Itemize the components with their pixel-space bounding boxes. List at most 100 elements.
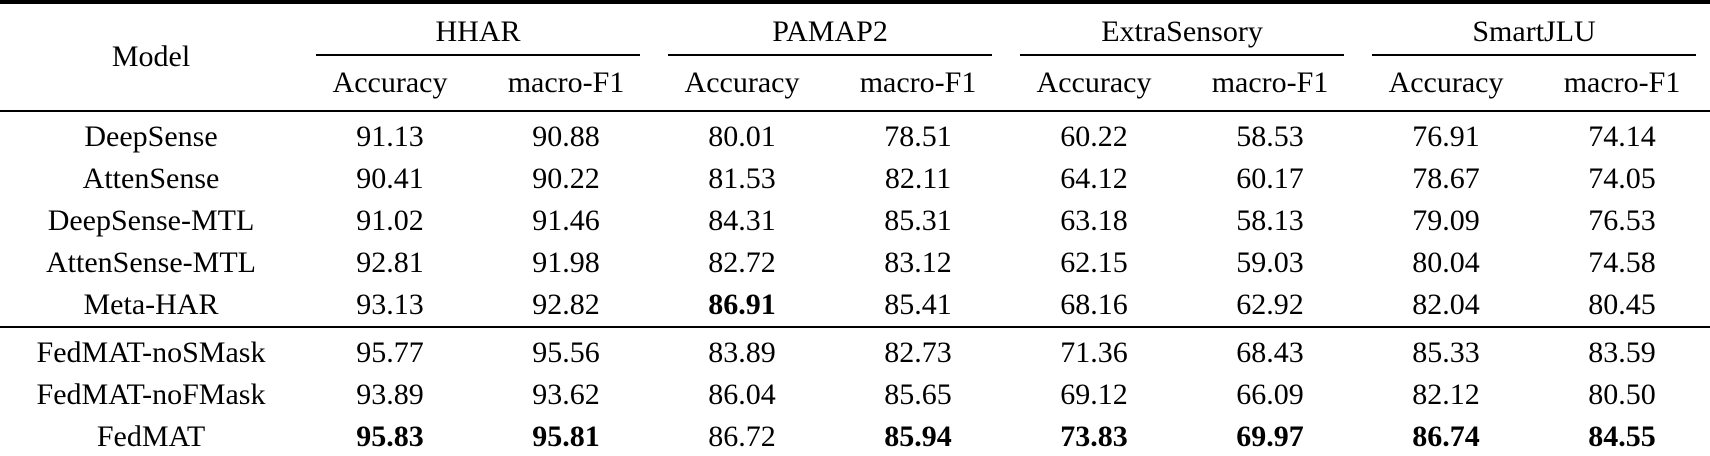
dataset-group-header-smartjlu: SmartJLU — [1358, 2, 1710, 60]
metric-value-cell: 85.65 — [884, 378, 952, 411]
metric-value-cell: 81.53 — [708, 162, 776, 195]
metric-value-cell: 91.98 — [532, 246, 600, 279]
table-row: AttenSense 90.41 90.22 81.53 82.11 64.12 60.17… — [0, 158, 1710, 200]
model-name-cell: FedMAT-noSMask — [36, 336, 266, 369]
metric-value-cell: 58.13 — [1236, 204, 1304, 237]
metric-value-cell: 74.05 — [1588, 162, 1656, 195]
model-name-cell: DeepSense — [84, 120, 218, 153]
model-name-cell: DeepSense-MTL — [47, 204, 255, 237]
metric-value-cell: 82.04 — [1358, 284, 1535, 328]
table-row: FedMAT-noSMask 95.77 95.56 83.89 82.73 71.36 6… — [0, 327, 1710, 374]
table-row: Meta-HAR 93.13 92.82 86.91 85.41 68.16 62.92 82… — [0, 284, 1710, 328]
metric-value-cell: 85.31 — [884, 204, 952, 237]
column-header-hhar-accuracy: Accuracy — [302, 60, 478, 112]
metric-value-cell: 80.01 — [708, 120, 776, 153]
column-header-extrasensory-accuracy: Accuracy — [1006, 60, 1183, 112]
model-name-cell: FedMAT — [96, 420, 206, 453]
model-name-cell: AttenSense — [82, 162, 220, 195]
metric-value-cell: 58.53 — [1236, 120, 1304, 153]
metric-value-cell: 80.04 — [1412, 246, 1480, 279]
column-header-hhar-macro-f1: macro-F1 — [478, 60, 655, 112]
metric-value-cell: 90.22 — [532, 162, 600, 195]
metric-value-cell: 60.22 — [1060, 120, 1128, 153]
metric-value-cell: 64.12 — [1060, 162, 1128, 195]
metric-value-cell: 82.11 — [884, 162, 952, 195]
dataset-group-label: ExtraSensory — [1020, 11, 1345, 56]
model-name-cell: FedMAT-noFMask — [36, 378, 266, 411]
model-name-cell: Meta-HAR — [0, 284, 302, 328]
metric-value-cell: 84.55 — [1588, 420, 1656, 453]
column-header-pamap2-macro-f1: macro-F1 — [830, 60, 1007, 112]
metric-value-cell: 86.74 — [1412, 420, 1480, 453]
metric-value-cell: 91.13 — [356, 120, 424, 153]
metric-value-cell: 93.13 — [302, 284, 478, 328]
dataset-group-row: Model HHAR PAMAP2 ExtraSensory SmartJLU — [0, 2, 1710, 112]
metric-value-cell: 83.12 — [884, 246, 952, 279]
metric-value-cell: 95.56 — [532, 336, 600, 369]
metric-value-cell: 92.82 — [478, 284, 655, 328]
metric-value-cell: 78.51 — [884, 120, 952, 153]
metric-value-cell: 78.67 — [1412, 162, 1480, 195]
model-name-cell: AttenSense-MTL — [46, 246, 256, 279]
metric-value-cell: 85.41 — [830, 284, 1007, 328]
metric-value-cell: 62.92 — [1182, 284, 1359, 328]
column-header-smartjlu-accuracy: Accuracy — [1358, 60, 1535, 112]
table-row: FedMAT-noFMask 93.89 93.62 86.04 85.65 69.12 6… — [0, 374, 1710, 416]
dataset-group-label: HHAR — [316, 11, 641, 56]
metric-value-cell: 92.81 — [356, 246, 424, 279]
dataset-group-header-hhar: HHAR — [302, 2, 654, 60]
metric-value-cell: 68.16 — [1006, 284, 1183, 328]
table-row: DeepSense 91.13 90.88 80.01 78.51 60.22 58.53 7… — [0, 111, 1710, 158]
column-header-extrasensory-macro-f1: macro-F1 — [1182, 60, 1359, 112]
table-row: FedMAT 95.83 95.81 86.72 85.94 73.83 69.97 86.7… — [0, 416, 1710, 456]
metric-header-row: Accuracy macro-F1 Accuracy macro-F1 Accu… — [0, 60, 1710, 112]
column-header-smartjlu-macro-f1: macro-F1 — [1534, 60, 1710, 112]
metric-value-cell: 91.02 — [356, 204, 424, 237]
metric-value-cell: 80.50 — [1588, 378, 1656, 411]
metric-value-cell: 95.83 — [356, 420, 424, 453]
metric-value-cell: 66.09 — [1236, 378, 1304, 411]
metric-value-cell: 85.94 — [884, 420, 952, 453]
metric-value-cell: 84.31 — [708, 204, 776, 237]
metric-value-cell: 85.33 — [1412, 336, 1480, 369]
metric-value-cell: 95.77 — [356, 336, 424, 369]
metric-value-cell: 68.43 — [1236, 336, 1304, 369]
table-row: DeepSense-MTL 91.02 91.46 84.31 85.31 63.18 58… — [0, 200, 1710, 242]
metric-value-cell: 95.81 — [532, 420, 600, 453]
metric-value-cell: 82.72 — [708, 246, 776, 279]
metric-value-cell: 59.03 — [1236, 246, 1304, 279]
metric-value-cell: 76.91 — [1412, 120, 1480, 153]
metric-value-cell: 74.14 — [1588, 120, 1656, 153]
dataset-group-header-extrasensory: ExtraSensory — [1006, 2, 1358, 60]
metric-value-cell: 60.17 — [1236, 162, 1304, 195]
metric-value-cell: 93.89 — [356, 378, 424, 411]
metric-value-cell: 76.53 — [1588, 204, 1656, 237]
dataset-group-header-pamap2: PAMAP2 — [654, 2, 1006, 60]
fedmat-variants-section: FedMAT-noSMask 95.77 95.56 83.89 82.73 71.36 6… — [0, 327, 1710, 456]
metric-value-cell: 86.91 — [654, 284, 831, 328]
metric-value-cell: 83.89 — [708, 336, 776, 369]
dataset-group-label: SmartJLU — [1372, 11, 1697, 56]
metric-value-cell: 74.58 — [1588, 246, 1656, 279]
metric-value-cell: 73.83 — [1060, 420, 1128, 453]
metric-value-cell: 82.73 — [884, 336, 952, 369]
metric-value-cell: 86.72 — [708, 420, 776, 453]
metric-value-cell: 86.04 — [708, 378, 776, 411]
metric-value-cell: 69.97 — [1236, 420, 1304, 453]
metric-value-cell: 90.88 — [532, 120, 600, 153]
metric-value-cell: 69.12 — [1060, 378, 1128, 411]
column-header-model: Model — [0, 2, 302, 112]
table-header: Model HHAR PAMAP2 ExtraSensory SmartJLU … — [0, 2, 1710, 112]
metric-value-cell: 80.45 — [1534, 284, 1710, 328]
metric-value-cell: 93.62 — [532, 378, 600, 411]
metric-value-cell: 63.18 — [1060, 204, 1128, 237]
table-row: AttenSense-MTL 92.81 91.98 82.72 83.12 62.15 5… — [0, 242, 1710, 284]
metric-value-cell: 90.41 — [356, 162, 424, 195]
metric-value-cell: 71.36 — [1060, 336, 1128, 369]
baseline-models-section: DeepSense 91.13 90.88 80.01 78.51 60.22 58.53 7… — [0, 111, 1710, 328]
metric-value-cell: 62.15 — [1060, 246, 1128, 279]
metric-value-cell: 79.09 — [1412, 204, 1480, 237]
metric-value-cell: 83.59 — [1588, 336, 1656, 369]
